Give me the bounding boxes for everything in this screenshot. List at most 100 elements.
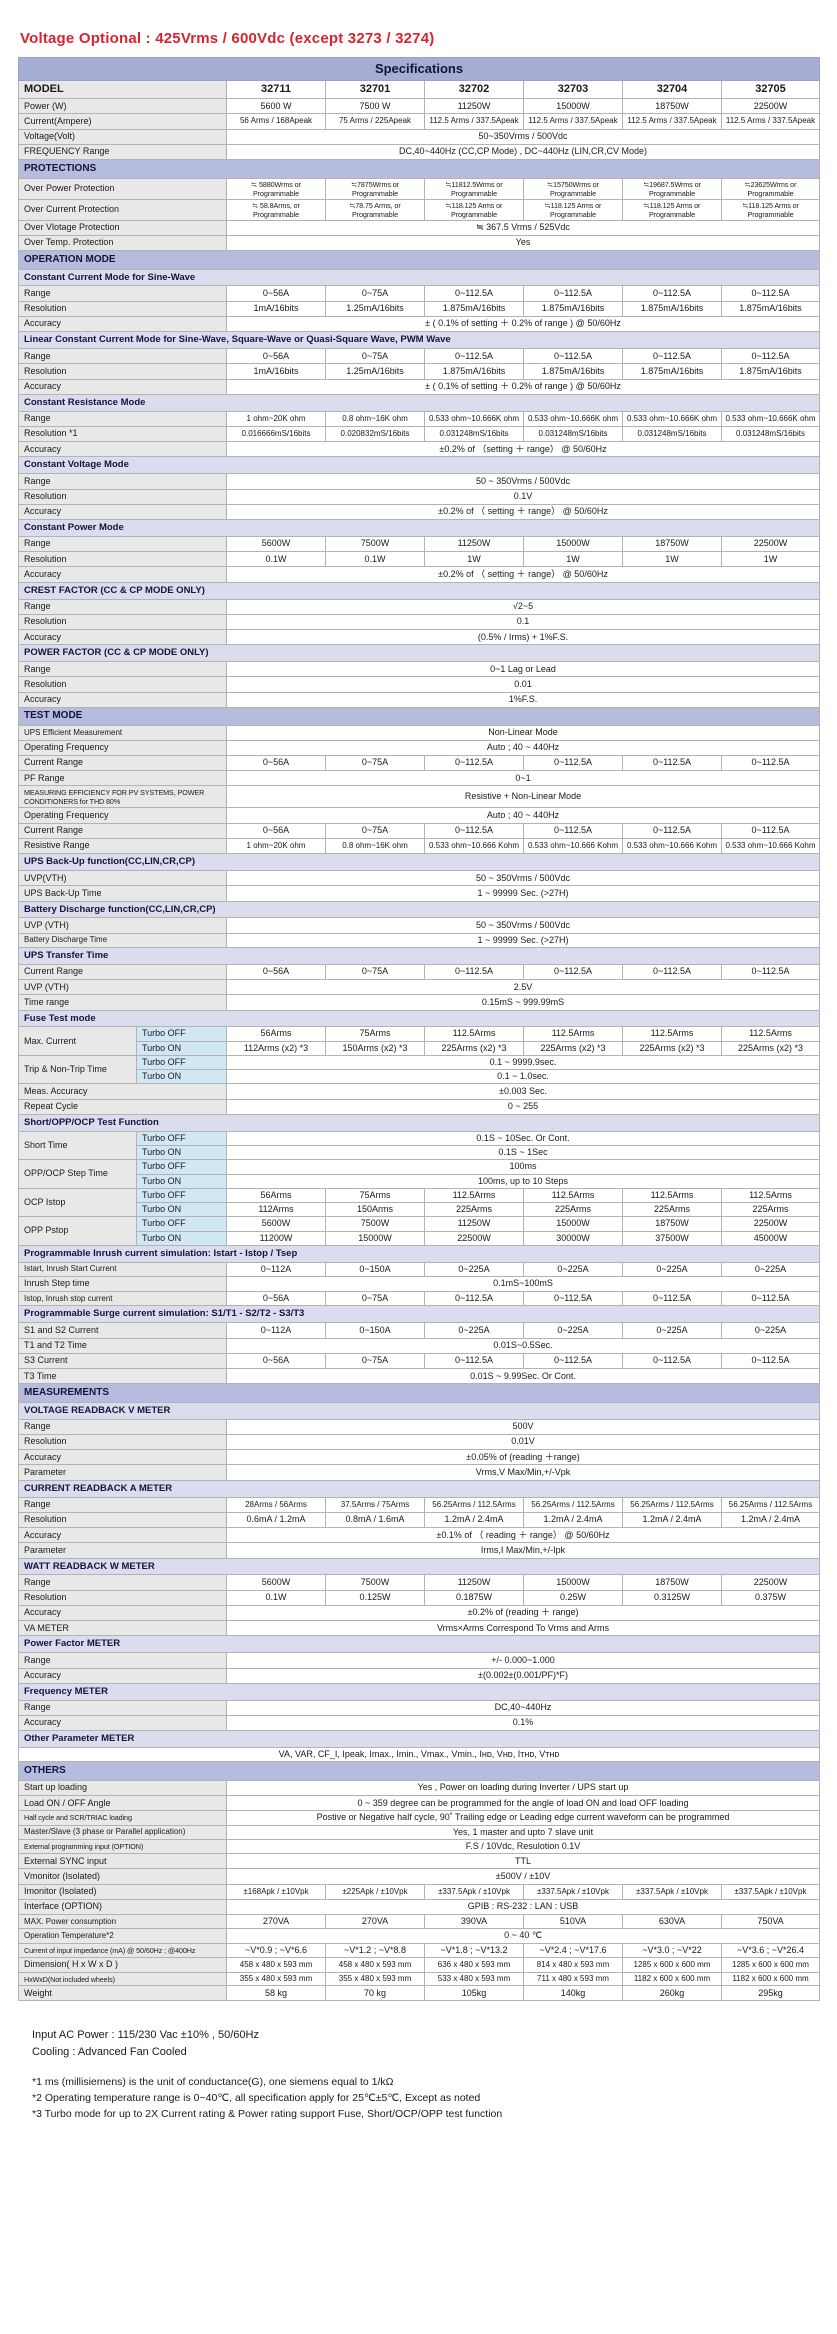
- spec-value: 390VA: [424, 1913, 524, 1930]
- table-row: T3 Time 0.01S ~ 9.99Sec. Or Cont.: [18, 1367, 821, 1385]
- row-label: S1 and S2 Current: [18, 1322, 227, 1339]
- row-label: Load ON / OFF Angle: [18, 1794, 227, 1812]
- spec-value: 0~1: [225, 770, 821, 787]
- spec-value: 0~112.5A: [622, 347, 722, 365]
- spec-value: Resistive + Non-Linear Mode: [225, 785, 821, 809]
- spec-value: 0.1%: [225, 1714, 821, 1732]
- spec-sheet-page: Voltage Optional : 425Vrms / 600Vdc (exc…: [17, 30, 821, 2120]
- spec-value: 75Arms: [325, 1187, 425, 1204]
- subsection-row: CURRENT READBACK A METER: [17, 1479, 821, 1498]
- spec-value: 225Arms (x2) *3: [523, 1040, 623, 1056]
- spec-value: 225Arms: [424, 1201, 524, 1218]
- spec-value: 112.5Arms: [720, 1187, 821, 1204]
- spec-value: 0.1W: [226, 551, 326, 568]
- row-label: Time range: [18, 994, 227, 1011]
- row-label: Resolution: [18, 613, 227, 631]
- table-row: Master/Slave (3 phase or Parallel applic…: [18, 1824, 821, 1840]
- row-label: Interface (OPTION): [18, 1898, 227, 1916]
- turbo-mode-label: Turbo OFF: [136, 1187, 227, 1204]
- spec-value: ±0.1% of （ reading ＋ range） @ 50/60Hz: [225, 1526, 821, 1544]
- spec-value: 0~112.5A: [622, 822, 722, 839]
- spec-value: 58 kg: [226, 1984, 326, 2002]
- subsection-header: WATT READBACK W METER: [17, 1557, 821, 1576]
- spec-value: 225Arms: [622, 1201, 722, 1218]
- model-number: 32705: [720, 80, 821, 99]
- row-label: Range: [18, 598, 227, 615]
- spec-value: 0~56A: [226, 1291, 326, 1307]
- row-label: Resolution: [18, 551, 227, 568]
- subsection-header: Frequency METER: [17, 1682, 821, 1701]
- spec-value: 0~112.5A: [523, 285, 623, 302]
- spec-value: 0~225A: [523, 1322, 623, 1339]
- table-row: Range √2~5: [18, 598, 821, 615]
- table-row: Range 28Arms / 56Arms 37.5Arms / 75Arms 56.…: [18, 1496, 821, 1513]
- spec-value: ±337.5Apk / ±10Vpk: [424, 1883, 524, 1900]
- row-label: Resolution: [18, 300, 227, 317]
- spec-value: 0~56A: [226, 754, 326, 772]
- row-label: UVP(VTH): [18, 869, 227, 887]
- row-label: MAX. Power consumption: [18, 1913, 227, 1930]
- row-label: Istop, Inrush stop current: [18, 1291, 227, 1307]
- table-row: Range 0~1 Lag or Lead: [18, 661, 821, 678]
- spec-value: 1W: [424, 551, 524, 568]
- spec-value: 1.875mA/16bits: [424, 363, 524, 380]
- section-row: PROTECTIONS: [17, 159, 821, 179]
- row-label: Resolution: [18, 1589, 227, 1606]
- table-row: Resistive Range 1 ohm~20K ohm 0.8 ohm~16K …: [18, 837, 821, 855]
- section-header: OPERATION MODE: [17, 250, 821, 270]
- spec-value: 45000W: [720, 1230, 821, 1246]
- row-label: Over Current Protection: [18, 198, 227, 221]
- spec-value: 1%F.S.: [225, 691, 821, 708]
- spec-value: 0.1 ~ 1.0sec.: [225, 1069, 821, 1085]
- footer-info: Input AC Power : 115/230 Vac ±10% , 50/6…: [32, 2027, 819, 2061]
- table-row: HxWxD(Not included wheels) 355 x 480 x 59…: [18, 1972, 821, 1986]
- row-label: Over Temp. Protection: [18, 234, 227, 252]
- spec-value: 0~112.5A: [424, 963, 524, 981]
- spec-value: Postive or Negative half cycle, 90˚ Trai…: [225, 1810, 821, 1826]
- subsection-row: UPS Back-Up function(CC,LIN,CR,CP): [17, 853, 821, 871]
- spec-value: 105kg: [424, 1984, 524, 2002]
- spec-value: 0~75A: [325, 1291, 425, 1307]
- spec-value: 0.8mA / 1.6mA: [325, 1511, 425, 1529]
- table-row: External SYNC input TTL: [18, 1852, 821, 1870]
- turbo-mode-label: Turbo OFF: [136, 1130, 227, 1147]
- subsection-header: UPS Transfer Time: [17, 946, 821, 965]
- spec-value: 0~112.5A: [424, 1291, 524, 1307]
- row-label: Accuracy: [18, 566, 227, 583]
- spec-value: 56.25Arms / 112.5Arms: [424, 1496, 524, 1513]
- spec-value: 112.5Arms: [720, 1026, 821, 1042]
- table-row: OPP/OCP Step Time Turbo OFF 100ms: [18, 1159, 821, 1189]
- spec-value: 0 ~ 359 degree can be programmed for the…: [225, 1794, 821, 1812]
- spec-value: Auto ; 40 ~ 440Hz: [225, 807, 821, 824]
- table-row: Inrush Step time 0.1mS~100mS: [18, 1275, 821, 1293]
- row-label: Over Vlotage Protection: [18, 219, 227, 236]
- table-row: Resolution 0.1V: [18, 488, 821, 505]
- row-label: Accuracy: [18, 1449, 227, 1466]
- spec-value: 15000W: [523, 535, 623, 553]
- spec-value: 355 x 480 x 593 mm: [226, 1972, 326, 1986]
- spec-value: 37500W: [622, 1230, 722, 1246]
- spec-value: 22500W: [720, 1216, 821, 1232]
- table-row: OPP Pstop Turbo OFF 5600W 7500W 11250W 15000W…: [18, 1216, 821, 1246]
- spec-value: Auto ; 40 ~ 440Hz: [225, 739, 821, 756]
- spec-value: ≒118.125 Arms or Programmable: [424, 198, 524, 221]
- table-row: Operating Frequency Auto ; 40 ~ 440Hz: [18, 807, 821, 824]
- table-row: Resolution *1 0.016666mS/16bits 0.020832mS…: [18, 425, 821, 443]
- spec-value: 0~112.5A: [720, 1352, 821, 1370]
- subsection-header: Constant Resistance Mode: [17, 393, 821, 412]
- spec-value: 510VA: [523, 1913, 623, 1930]
- row-label: Current(Ampere): [18, 113, 227, 130]
- model-number: 32702: [424, 80, 524, 99]
- spec-value: 112.5Arms: [424, 1187, 524, 1204]
- spec-value: 0~112.5A: [523, 754, 623, 772]
- subsection-row: Constant Voltage Mode: [17, 456, 821, 475]
- footnote-2: *2 Operating temperature range is 0~40℃,…: [32, 2092, 481, 2105]
- table-row: Istop, Inrush stop current 0~56A 0~75A 0~11…: [18, 1291, 821, 1307]
- row-label: Voltage(Volt): [18, 128, 227, 145]
- row-label: Range: [18, 661, 227, 678]
- spec-value: 0 ~ 255: [225, 1098, 821, 1115]
- spec-value: ~V*2.4 ; ~V*17.6: [523, 1942, 623, 1958]
- spec-value: 1182 x 600 x 600 mm: [622, 1972, 722, 1986]
- table-row: Accuracy 0.1%: [18, 1714, 821, 1732]
- spec-value: TTL: [225, 1852, 821, 1870]
